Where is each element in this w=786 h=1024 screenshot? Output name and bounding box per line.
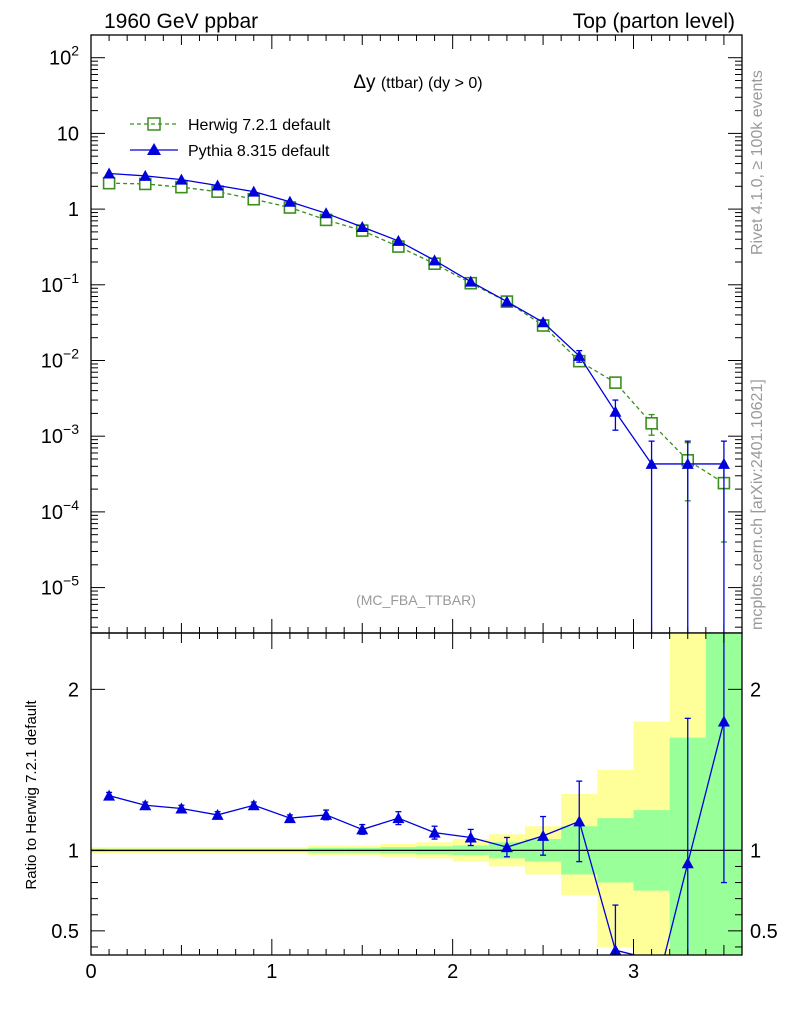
ratio-y-tick-label: 0.5 [51,921,79,943]
ratio-point [139,799,152,811]
y-tick-label-base: 10 [41,502,63,524]
data-point [247,185,260,197]
ratio-y-tick-label: 2 [68,679,79,701]
data-point [573,349,586,361]
ratio-point [247,799,260,811]
data-point [356,221,369,233]
mcplots-label: mcplots.cern.ch [arXiv:2401.10621] [749,379,766,630]
ratio-point [464,831,477,843]
data-point [428,254,441,266]
ratio-point [283,812,296,824]
ratio-point [537,829,550,841]
data-point [681,457,694,469]
y-tick-label-exp: 2 [71,43,79,59]
legend: Herwig 7.2.1 default Pythia 8.315 defaul… [130,117,331,160]
data-point [211,179,224,191]
title-symbol: Δy [353,72,376,93]
title-rest: (ttbar) (dy > 0) [381,75,483,92]
y-tick-label-base: 10 [41,275,63,297]
y-tick-label-base: 10 [41,578,63,600]
ratio-point [500,841,513,853]
data-point [139,169,152,181]
y-tick-label-base: 10 [41,426,63,448]
y-tick-label: 10−2 [41,345,79,372]
y-tick-label: 10−4 [41,497,79,524]
y-tick-label-base: 1 [68,199,79,221]
legend-pythia-marker [147,143,161,155]
data-point [283,195,296,207]
y-tick-label-exp: −5 [63,573,79,589]
ratio-ylabel: Ratio to Herwig 7.2.1 default [23,700,40,890]
series-herwig [102,176,731,543]
y-tick-label: 10 [57,123,79,145]
ratio-point [211,808,224,820]
data-point [645,457,658,469]
ratio-point [681,857,694,869]
ratio-y-tick-label-right: 1 [750,840,761,862]
ratio-point [356,823,369,835]
ratio-point [175,802,188,814]
x-tick-label: 3 [628,961,639,983]
series-pythia [103,167,730,633]
y-tick-label-base: 10 [57,123,79,145]
y-tick-label-base: 10 [41,350,63,372]
y-tick-label: 10−5 [41,573,79,600]
header-left: 1960 GeV ppbar [104,10,258,33]
ratio-series-pythia [103,633,730,956]
ratio-y-tick-label-right: 2 [750,679,761,701]
y-tick-label-exp: −2 [63,345,79,361]
data-point [645,417,658,430]
ratio-point [573,815,586,827]
y-tick-label: 1 [68,199,79,221]
data-point [464,275,477,287]
data-point [320,207,333,219]
y-tick-label: 10−3 [41,421,79,448]
data-point [500,295,513,307]
rivet-label: Rivet 4.1.0, ≥ 100k events [749,70,766,255]
y-tick-label-exp: −4 [63,497,79,513]
x-tick-label: 2 [447,961,458,983]
ratio-point [428,826,441,838]
ratio-y-tick-label: 1 [68,840,79,862]
data-point [102,176,116,190]
y-tick-label: 102 [49,43,79,70]
header-right: Top (parton level) [573,10,735,33]
data-point [609,405,622,417]
x-tick-label: 1 [266,961,277,983]
x-tick-label: 0 [85,961,96,983]
data-point [175,173,188,185]
legend-herwig-label: Herwig 7.2.1 default [188,117,331,134]
y-tick-label: 10−1 [41,270,79,297]
data-point [537,316,550,328]
ratio-plot-frame [90,632,743,956]
ratio-point [392,812,405,824]
data-point [103,167,116,179]
data-point [392,234,405,246]
uncertainty-bands [91,633,742,955]
ratio-point [320,808,333,820]
top-axis-ticks [90,35,743,633]
legend-herwig-marker [147,117,161,131]
y-tick-label-exp: −1 [63,270,79,286]
main-plot-panel: Δy (ttbar) (dy > 0) (MC_FBA_TTBAR) Herwi… [41,34,743,634]
y-tick-label-base: 10 [49,48,71,70]
series-line [109,172,724,465]
legend-pythia-label: Pythia 8.315 default [188,143,330,160]
ratio-y-tick-label-right: 0.5 [750,921,778,943]
data-point [609,376,622,389]
y-tick-label-exp: −3 [63,421,79,437]
plot-title: Δy (ttbar) (dy > 0) [353,72,482,93]
data-point [717,457,730,469]
ratio-plot-panel: Ratio to Herwig 7.2.1 default 0.5 0.5 1 1 2 2… [23,632,778,983]
ratio-point [717,715,730,727]
ratio-point [103,789,116,801]
series-line [109,182,725,484]
analysis-tag: (MC_FBA_TTBAR) [356,592,476,608]
